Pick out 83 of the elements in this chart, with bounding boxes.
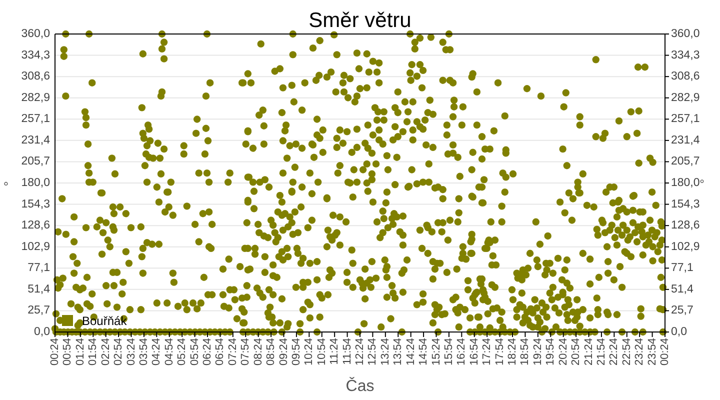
x-tick-label: 04:54: [163, 338, 176, 366]
x-tick-label: 18:24: [506, 338, 518, 366]
y-axis-title: °: [3, 179, 9, 194]
x-tick-label: 02:24: [100, 338, 112, 366]
x-tick-label: 01:24: [74, 338, 86, 366]
y2-tick-label: 180,0: [671, 177, 700, 189]
x-tick-label: 10:24: [303, 338, 316, 366]
y-tick-label: 128,6: [21, 220, 50, 232]
x-tick-label: 15:24: [430, 338, 442, 366]
x-tick-label: 04:24: [150, 338, 163, 366]
y-tick-label: 0,0: [34, 326, 50, 338]
y-tick-label: 205,7: [21, 156, 50, 168]
x-tick-label: 00:24: [49, 338, 61, 366]
y2-tick-label: 25,7: [671, 304, 694, 317]
x-tick-label: 22:24: [608, 338, 620, 366]
x-tick-label: 03:24: [125, 338, 138, 366]
x-tick-label: 12:24: [354, 338, 366, 366]
x-tick-label: 05:24: [176, 338, 188, 366]
y2-tick-label: 334,3: [671, 49, 700, 62]
x-tick-label: 06:54: [214, 338, 226, 366]
x-tick-label: 23:54: [646, 338, 658, 366]
x-tick-label: 12:54: [366, 338, 379, 366]
y-tick-label: 308,6: [21, 70, 50, 83]
x-tick-label: 20:24: [557, 338, 570, 366]
x-tick-label: 03:54: [138, 338, 150, 366]
x-tick-label: 15:54: [442, 338, 455, 366]
x-tick-label: 07:24: [226, 338, 239, 366]
x-tick-label: 17:24: [481, 338, 494, 366]
x-tick-label: 16:54: [468, 338, 480, 366]
y-tick-label: 51,4: [28, 283, 51, 296]
x-tick-label: 02:54: [112, 338, 125, 366]
y2-tick-label: 257,1: [671, 113, 700, 126]
x-tick-label: 13:54: [392, 338, 404, 366]
x-tick-label: 11:54: [341, 338, 354, 365]
y-tick-label: 102,9: [21, 240, 50, 253]
y2-tick-label: 102,9: [671, 240, 700, 253]
y-tick-label: 231,4: [21, 134, 51, 146]
y2-axis-title: °: [700, 177, 705, 191]
x-tick-label: 19:54: [544, 338, 557, 366]
x-tick-label: 11:24: [328, 338, 341, 365]
x-tick-label: 19:24: [532, 338, 544, 366]
y2-tick-label: 0,0: [671, 326, 687, 338]
y-tick-label: 360,0: [21, 28, 50, 40]
y2-tick-label: 231,4: [671, 134, 700, 146]
chart-title: Směr větru: [308, 9, 412, 32]
x-tick-label: 01:54: [87, 338, 100, 366]
x-tick-label: 09:54: [290, 338, 302, 366]
y2-tick-label: 77,1: [671, 262, 694, 274]
x-tick-label: 14:54: [418, 338, 430, 366]
y-tick-label: 77,1: [28, 262, 50, 274]
x-tick-label: 10:54: [316, 338, 328, 366]
y2-tick-label: 128,6: [671, 220, 700, 232]
y2-tick-label: 51,4: [671, 283, 694, 296]
x-tick-label: 09:24: [278, 338, 290, 366]
x-tick-label: 06:24: [202, 338, 214, 366]
x-tick-label: 18:54: [519, 338, 532, 366]
y2-tick-label: 360,0: [671, 28, 700, 40]
y-tick-label: 257,1: [21, 113, 50, 126]
x-tick-label: 00:54: [62, 338, 74, 366]
y2-tick-label: 282,9: [671, 92, 700, 104]
x-tick-label: 00:24: [659, 338, 671, 366]
x-tick-label: 08:54: [265, 338, 278, 366]
y-tick-label: 282,9: [21, 92, 50, 104]
x-tick-label: 21:54: [595, 338, 608, 366]
y2-tick-label: 205,7: [671, 156, 700, 168]
x-tick-label: 17:54: [494, 338, 506, 366]
y2-tick-label: 154,3: [671, 198, 700, 210]
x-tick-label: 14:24: [404, 338, 417, 366]
x-tick-label: 21:24: [582, 338, 595, 366]
y-tick-label: 154,3: [21, 198, 50, 210]
x-tick-label: 08:24: [252, 338, 264, 366]
x-tick-label: 05:54: [188, 338, 201, 366]
y-tick-label: 334,3: [21, 49, 50, 62]
x-tick-label: 13:24: [379, 338, 392, 366]
x-tick-label: 16:24: [456, 338, 468, 366]
x-axis-title: Čas: [346, 377, 374, 395]
x-tick-label: 22:54: [620, 338, 633, 366]
y-tick-label: 180,0: [21, 177, 50, 189]
x-tick-label: 20:54: [570, 338, 582, 366]
x-tick-label: 23:24: [634, 338, 646, 366]
y2-tick-label: 308,6: [671, 70, 700, 83]
y-tick-label: 25,7: [28, 304, 50, 317]
x-tick-label: 07:54: [240, 338, 252, 366]
